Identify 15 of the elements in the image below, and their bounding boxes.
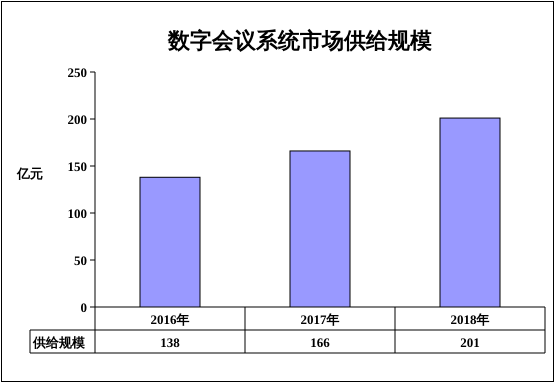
x-tick-label: 2018年 bbox=[450, 312, 490, 327]
x-tick-label: 2016年 bbox=[150, 312, 190, 327]
y-axis-title: 亿元 bbox=[16, 166, 43, 181]
y-tick-label: 100 bbox=[68, 206, 87, 221]
x-tick-label: 2017年 bbox=[300, 312, 340, 327]
y-tick-label: 50 bbox=[74, 253, 87, 268]
chart-title: 数字会议系统市场供给规模 bbox=[167, 28, 432, 53]
data-label: 201 bbox=[460, 335, 480, 350]
y-tick-label: 0 bbox=[80, 300, 87, 315]
y-tick-label: 150 bbox=[68, 159, 87, 174]
legend-label: 供给规模 bbox=[32, 335, 85, 350]
data-label: 166 bbox=[310, 335, 330, 350]
y-tick-label: 200 bbox=[68, 112, 87, 127]
y-tick-label: 250 bbox=[68, 65, 87, 80]
data-label: 138 bbox=[160, 335, 180, 350]
